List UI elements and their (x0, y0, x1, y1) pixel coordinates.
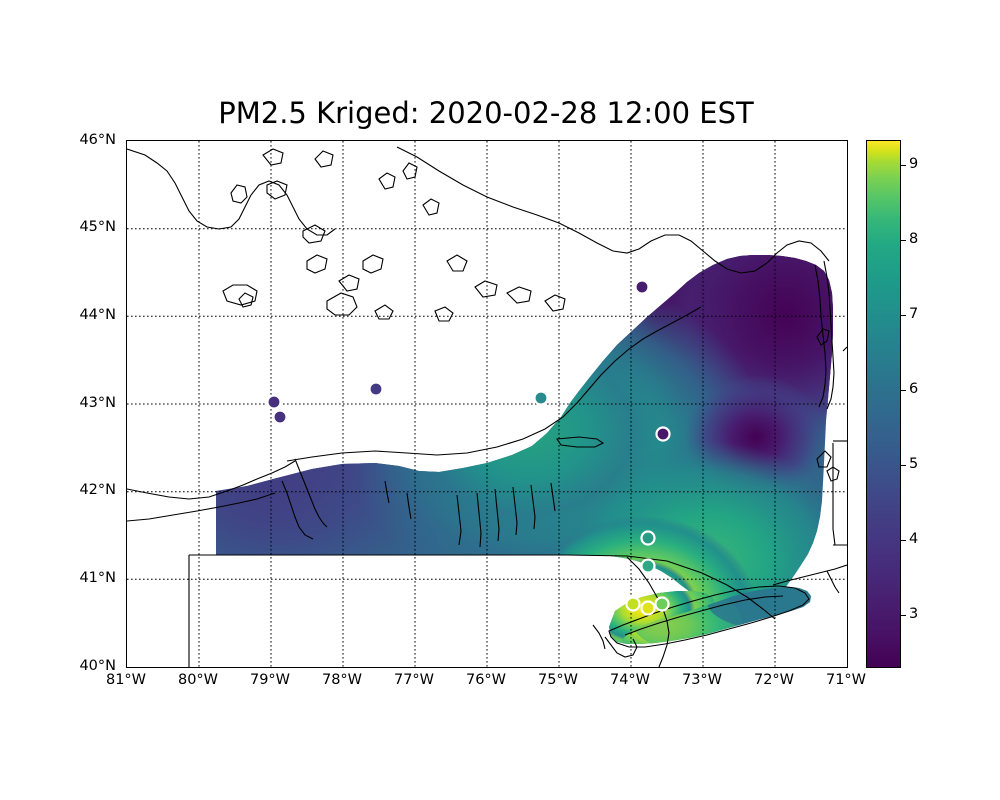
xtick-label-79W: 79°W (249, 672, 291, 688)
colorbar-tick-label-4: 4 (909, 531, 919, 547)
ytick-label-40N: 40°N (79, 658, 116, 674)
colorbar-tick-label-6: 6 (909, 381, 919, 397)
station-marker-adirondack[interactable] (634, 279, 650, 295)
map-gridlines (127, 141, 847, 667)
colorbar-tick-label-9: 9 (909, 156, 919, 172)
station-marker-buffalo-n[interactable] (266, 394, 282, 410)
colorbar-tickmark-6 (901, 390, 906, 391)
coastline-layer (127, 146, 847, 667)
colorbar-tick-label-5: 5 (909, 456, 919, 472)
ytick-label-41N: 41°N (79, 570, 116, 586)
xtick-label-72W: 72°W (753, 672, 795, 688)
xtick-label-81W: 81°W (105, 672, 147, 688)
ytick-label-44N: 44°N (79, 307, 116, 323)
station-marker-syracuse[interactable] (533, 390, 549, 406)
station-marker-hudson-mid[interactable] (640, 530, 656, 546)
colorbar-tick-label-3: 3 (909, 606, 919, 622)
xtick-label-71W: 71°W (825, 672, 867, 688)
ytick-label-45N: 45°N (79, 219, 116, 235)
page-title: PM2.5 Kriged: 2020-02-28 12:00 EST (218, 96, 754, 130)
colorbar-tickmark-8 (901, 240, 906, 241)
colorbar-tickmark-9 (901, 165, 906, 166)
colorbar-tickmark-5 (901, 465, 906, 466)
colorbar-tick-label-7: 7 (909, 306, 919, 322)
station-marker-hudson-lower[interactable] (640, 558, 656, 574)
colorbar-tickmark-4 (901, 540, 906, 541)
map-plot-area[interactable] (126, 140, 848, 668)
station-marker-nyc-central[interactable] (640, 600, 656, 616)
xtick-label-73W: 73°W (681, 672, 723, 688)
station-marker-buffalo-s[interactable] (272, 409, 288, 425)
station-marker-layer[interactable] (266, 279, 671, 616)
xtick-label-74W: 74°W (609, 672, 651, 688)
colorbar[interactable] (866, 140, 901, 668)
colorbar-gradient (867, 141, 900, 667)
xtick-label-80W: 80°W (177, 672, 219, 688)
station-marker-rochester[interactable] (368, 381, 384, 397)
ytick-label-46N: 46°N (79, 132, 116, 148)
station-marker-albany[interactable] (655, 426, 671, 442)
xtick-label-76W: 76°W (465, 672, 507, 688)
xtick-label-78W: 78°W (321, 672, 363, 688)
xtick-label-77W: 77°W (393, 672, 435, 688)
station-marker-nyc-east[interactable] (654, 596, 670, 612)
colorbar-tick-label-8: 8 (909, 231, 919, 247)
station-marker-nyc-west[interactable] (625, 596, 641, 612)
colorbar-tickmark-3 (901, 615, 906, 616)
xtick-label-75W: 75°W (537, 672, 579, 688)
colorbar-tickmark-7 (901, 315, 906, 316)
ytick-label-43N: 43°N (79, 395, 116, 411)
ytick-label-42N: 42°N (79, 482, 116, 498)
